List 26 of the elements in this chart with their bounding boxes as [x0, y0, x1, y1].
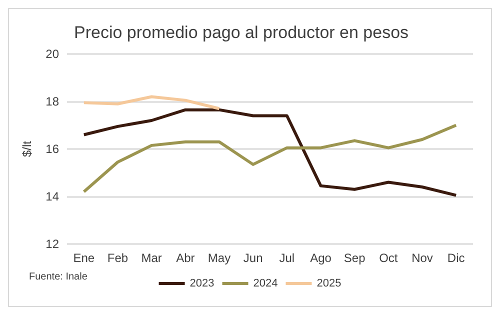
- legend-label: 2023: [190, 278, 214, 290]
- line-series: [82, 124, 458, 194]
- line-series: [82, 95, 221, 110]
- x-tick-label: Sep: [344, 251, 366, 265]
- legend-label: 2025: [316, 278, 342, 290]
- x-tick-label: May: [208, 251, 231, 265]
- y-tick-label: 16: [46, 142, 60, 156]
- x-tick-label: Ago: [310, 251, 332, 265]
- x-tick-label: Nov: [412, 251, 433, 265]
- y-axis-title: $/lt: [20, 140, 34, 158]
- legend-label: 2024: [253, 278, 278, 290]
- x-tick-label: Ene: [73, 251, 95, 265]
- y-tick-label: 18: [46, 94, 60, 108]
- x-tick-label: Mar: [141, 251, 162, 265]
- x-tick-label: Oct: [379, 251, 398, 265]
- chart-title: Precio promedio pago al productor en pesos: [74, 23, 409, 42]
- x-tick-label: Jun: [243, 251, 263, 265]
- source-note: Fuente: Inale: [29, 272, 88, 282]
- x-tick-label: Dic: [447, 251, 465, 265]
- line-series: [82, 108, 458, 197]
- y-tick-label: 20: [46, 47, 60, 61]
- x-tick-label: Abr: [176, 251, 195, 265]
- y-tick-label: 14: [46, 190, 60, 204]
- x-tick-label: Jul: [279, 251, 295, 265]
- x-tick-label: Feb: [107, 251, 128, 265]
- y-tick-label: 12: [46, 237, 60, 251]
